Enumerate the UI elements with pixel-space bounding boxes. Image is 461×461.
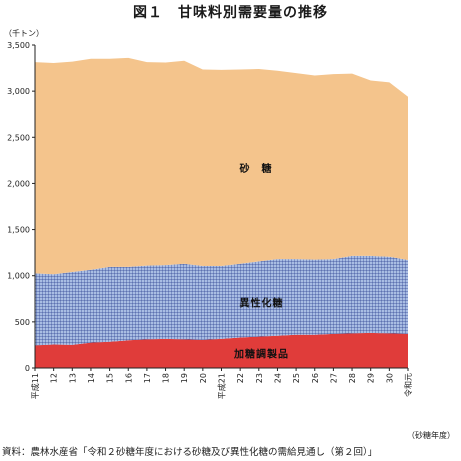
x-tick-label: 19 bbox=[180, 373, 189, 383]
x-tick-label: 28 bbox=[348, 373, 357, 383]
series-label-kato-chosei-hin: 加糖調製品 bbox=[233, 347, 289, 360]
x-tick-label: 25 bbox=[292, 373, 301, 383]
y-axis-unit: （千トン） bbox=[4, 29, 44, 38]
x-tick-label: 22 bbox=[236, 373, 245, 383]
x-axis-unit: （砂糖年度） bbox=[407, 431, 455, 440]
x-tick-label: 24 bbox=[273, 373, 282, 383]
area-series-kato-chosei-hin bbox=[35, 332, 408, 368]
x-tick-label: 16 bbox=[124, 373, 133, 383]
x-tick-label: 12 bbox=[50, 373, 59, 383]
y-tick-label: 2,500 bbox=[7, 133, 30, 142]
y-tick-label: 0 bbox=[25, 364, 30, 373]
chart-title: 図１ 甘味料別需要量の推移 bbox=[133, 5, 328, 21]
y-tick-label: 3,500 bbox=[7, 41, 30, 50]
y-tick-label: 500 bbox=[15, 318, 30, 327]
x-tick-label: 23 bbox=[255, 373, 264, 383]
y-tick-label: 2,000 bbox=[7, 179, 30, 188]
x-tick-label: 18 bbox=[162, 373, 171, 383]
source-note: 資料：農林水産省「令和２砂糖年度における砂糖及び異性化糖の需給見通し（第２回）」 bbox=[2, 447, 378, 458]
area-series-iseika-to bbox=[35, 255, 408, 346]
y-tick-label: 3,000 bbox=[7, 87, 30, 96]
x-tick-label: 29 bbox=[367, 373, 376, 383]
y-tick-label: 1,500 bbox=[7, 226, 30, 235]
x-tick-label: 平成11 bbox=[30, 373, 40, 399]
x-tick-label: 17 bbox=[143, 373, 152, 383]
x-tick-label: 令和元 bbox=[403, 373, 413, 397]
x-tick-label: 20 bbox=[199, 373, 208, 383]
x-tick-label: 30 bbox=[385, 373, 394, 383]
x-tick-label: 13 bbox=[68, 373, 77, 383]
x-tick-label: 14 bbox=[87, 373, 96, 383]
y-tick-label: 1,000 bbox=[7, 272, 30, 281]
x-tick-label: 26 bbox=[311, 373, 320, 383]
x-tick-label: 27 bbox=[329, 373, 338, 383]
area-series-sato bbox=[35, 57, 408, 275]
x-tick-label: 平成21 bbox=[217, 373, 227, 399]
series-label-sato: 砂糖 bbox=[239, 162, 284, 175]
x-tick-label: 15 bbox=[106, 373, 115, 383]
series-label-iseika-to: 異性化糖 bbox=[240, 296, 284, 309]
